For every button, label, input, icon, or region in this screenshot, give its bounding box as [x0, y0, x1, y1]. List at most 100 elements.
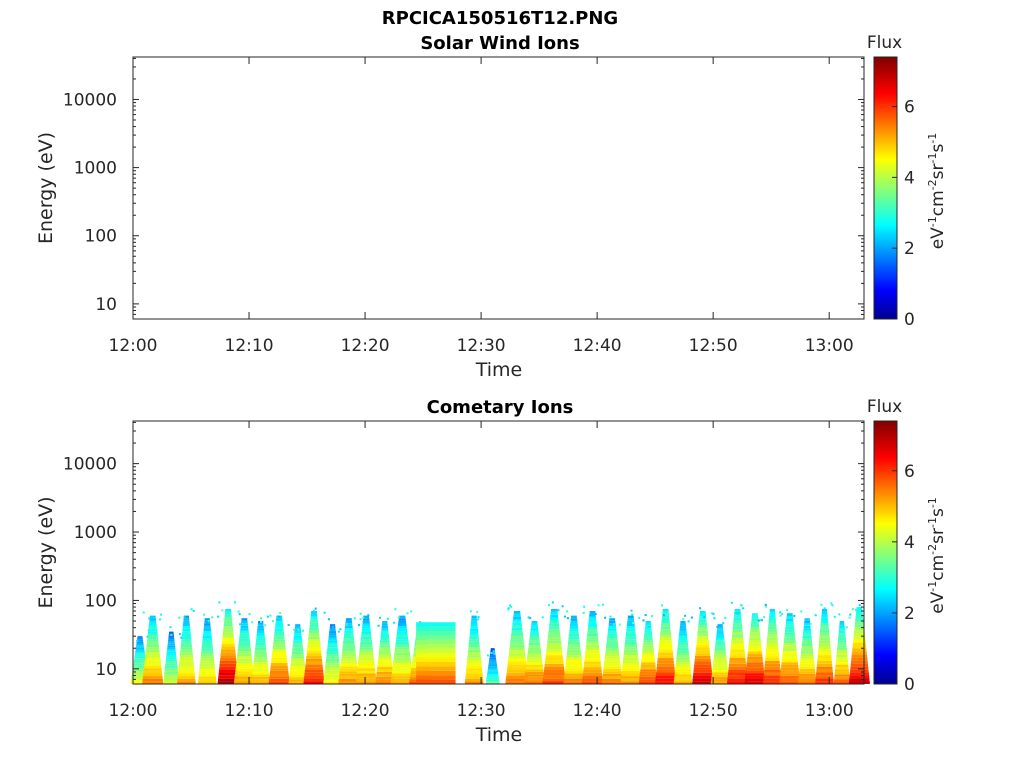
flux-cell — [767, 629, 777, 633]
spectrogram-data — [130, 601, 870, 684]
flux-cell — [222, 637, 235, 641]
flux-cell — [303, 681, 325, 684]
flux-cell — [851, 657, 868, 661]
y-tick-label: 10 — [95, 295, 117, 315]
x-axis: 12:00 12:10 12:20 12:30 12:40 12:50 13:00 Time — [109, 421, 854, 746]
flux-cell — [607, 635, 618, 639]
flux-burst — [287, 623, 308, 684]
flux-cell — [133, 661, 147, 664]
flux-cell — [145, 655, 161, 658]
flux-cell — [564, 670, 584, 674]
flux-cell — [527, 657, 542, 660]
panel-title: Cometary Ions — [427, 397, 574, 418]
flux-cell — [782, 648, 797, 652]
flux-cell — [694, 664, 712, 668]
flux-cell — [530, 633, 539, 636]
flux-cell — [147, 634, 158, 637]
x-tick-label: 12:50 — [689, 701, 738, 721]
flux-cell — [513, 613, 521, 617]
flux-cell — [510, 636, 524, 640]
flux-cell — [380, 640, 390, 643]
flux-speckle — [218, 601, 221, 604]
flux-cell — [582, 681, 603, 684]
flux-cell — [255, 647, 267, 651]
flux-cell — [734, 614, 742, 618]
flux-speckle — [730, 601, 733, 604]
flux-cell — [325, 658, 340, 661]
flux-cell — [251, 679, 270, 682]
flux-cell — [236, 663, 253, 667]
flux-cell — [377, 659, 392, 663]
flux-cell — [816, 666, 833, 670]
flux-speckle — [234, 601, 237, 604]
flux-cell — [605, 653, 620, 657]
flux-cell — [767, 632, 778, 635]
flux-cell — [167, 647, 176, 650]
flux-cell — [697, 633, 709, 637]
flux-cell — [234, 678, 255, 682]
flux-cell — [145, 652, 160, 656]
flux-cell — [819, 634, 830, 638]
flux-speckle — [159, 613, 162, 616]
flux-burst — [638, 614, 658, 684]
flux-speckle — [136, 640, 139, 643]
flux-cell — [201, 648, 214, 652]
flux-cell — [224, 617, 232, 621]
flux-cell — [338, 678, 359, 682]
flux-cell — [582, 678, 603, 682]
flux-cell — [585, 653, 600, 656]
flux-cell — [837, 642, 847, 646]
flux-speckle — [327, 618, 330, 621]
flux-speckle — [740, 603, 743, 606]
flux-cell — [661, 617, 670, 621]
flux-cell — [626, 628, 636, 632]
flux-burst — [744, 613, 766, 684]
flux-cell — [747, 656, 763, 660]
flux-cell — [800, 661, 815, 664]
flux-cell — [251, 681, 270, 684]
flux-speckle — [854, 608, 857, 611]
flux-cell — [837, 647, 847, 651]
flux-cell — [571, 615, 577, 619]
flux-cell — [802, 633, 812, 636]
flux-cell — [730, 643, 745, 647]
flux-cell — [163, 679, 180, 682]
flux-speckle — [251, 621, 254, 624]
flux-cell — [288, 679, 307, 682]
flux-cell — [802, 635, 812, 639]
flux-cell — [767, 634, 778, 638]
flux-cell — [148, 631, 158, 635]
flux-cell — [694, 658, 711, 662]
flux-cell — [604, 661, 621, 664]
flux-cell — [469, 636, 479, 640]
flux-speckle — [529, 617, 532, 620]
flux-cell — [486, 675, 499, 678]
flux-burst — [797, 610, 817, 684]
flux-cell — [359, 647, 373, 650]
flux-cell — [642, 650, 654, 653]
flux-cell — [836, 654, 848, 658]
flux-cell — [134, 654, 146, 657]
flux-cell — [837, 640, 847, 643]
flux-cell — [395, 641, 409, 645]
flux-cell — [470, 628, 479, 632]
flux-speckle — [311, 616, 314, 619]
flux-cell — [765, 658, 780, 661]
flux-cell — [308, 633, 320, 637]
flux-cell — [309, 625, 319, 628]
flux-cell — [234, 673, 254, 677]
flux-cell — [395, 639, 409, 642]
flux-cell — [730, 646, 745, 650]
flux-cell — [641, 659, 656, 663]
flux-cell — [698, 619, 707, 623]
flux-cell — [360, 636, 372, 640]
flux-cell — [626, 623, 635, 627]
flux-cell — [606, 640, 618, 644]
flux-speckle — [386, 617, 389, 620]
flux-cell — [398, 620, 407, 624]
flux-cell — [511, 630, 523, 634]
flux-speckle — [597, 604, 600, 607]
flux-cell — [381, 623, 388, 626]
flux-cell — [801, 648, 813, 652]
flux-burst — [464, 610, 484, 684]
